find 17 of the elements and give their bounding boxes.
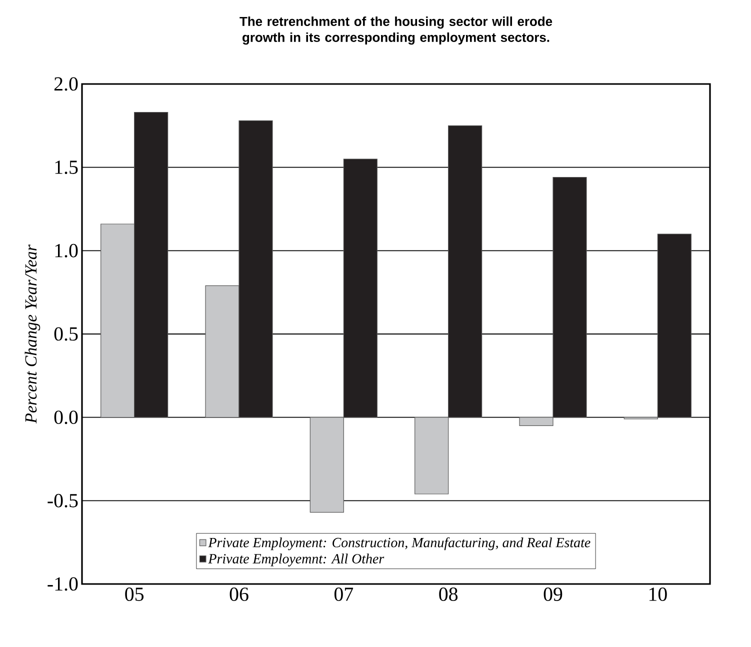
y-tick-label: 1.0 [55,244,78,258]
y-tick-label: 0.0 [54,410,78,424]
x-tick-label: 07 [334,588,354,601]
y-tick-label: 1.5 [55,160,78,174]
y-tick-label: 0.5 [54,327,78,341]
x-tick-label: 06 [230,588,248,601]
x-tick-label: 05 [125,588,144,601]
y-axis-title: Percent Change Year/Year [24,244,40,424]
legend-label: Private Employment: Construction, Manufacturing, and Real Estate [208,537,590,550]
x-tick-label: 09 [544,588,562,601]
y-tick-label: -0.5 [48,494,78,508]
legend-label: Private Employemnt: All Other [208,554,384,566]
x-tick-label: 10 [649,588,667,601]
chart-title: The retrenchment of the housing sector will erode growth in its corresponding employment sectors. [240,16,552,45]
x-tick-label: 08 [439,588,458,601]
y-tick-label: -1.0 [48,577,78,591]
y-tick-label: 2.0 [54,77,78,91]
